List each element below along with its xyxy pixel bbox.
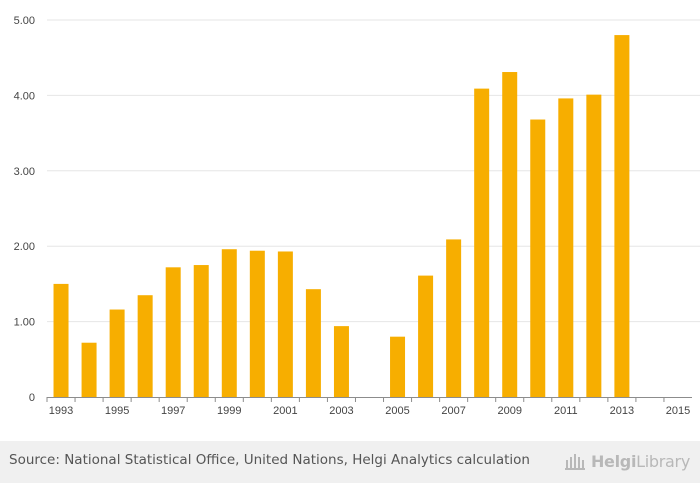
bar-chart: 0 1.00 2.00 3.00 4.00 5.00 1993 1995 1997 1999 200… (14, 15, 700, 417)
y-tick-label: 4.00 (14, 90, 35, 102)
x-tick-label: 2001 (273, 405, 297, 417)
y-tick-label: 5.00 (14, 15, 35, 27)
y-tick-label: 1.00 (14, 317, 35, 329)
source-note: Source: National Statistical Office, Uni… (9, 452, 530, 468)
bar (530, 119, 546, 397)
x-tick-label: 2013 (610, 405, 634, 417)
bar (221, 249, 237, 397)
bar (193, 265, 209, 397)
helgi-library-logo[interactable]: HelgiLibrary (564, 450, 690, 472)
bar (558, 98, 574, 397)
logo-text: HelgiLibrary (590, 451, 690, 471)
x-tick-label: 1997 (161, 405, 185, 417)
y-tick-label: 0 (29, 392, 35, 404)
x-tick-label: 2011 (554, 405, 578, 417)
x-tick-label: 2007 (441, 405, 465, 417)
x-tick-label: 2015 (666, 405, 690, 417)
x-tick-label: 2005 (385, 405, 409, 417)
bar (390, 336, 406, 397)
library-building-icon (564, 454, 585, 470)
x-tick-label: 2009 (497, 405, 521, 417)
bar (586, 94, 602, 398)
bar (333, 326, 349, 397)
bar (502, 72, 518, 397)
bar (109, 309, 125, 397)
bar (446, 239, 462, 397)
bar (614, 35, 630, 397)
x-tick-label: 1993 (49, 405, 73, 417)
bar (418, 275, 434, 397)
bar (277, 251, 293, 397)
x-tick-label: 1999 (217, 405, 241, 417)
bar (305, 289, 321, 397)
bar (81, 342, 97, 397)
bar (165, 267, 181, 397)
y-tick-label: 2.00 (14, 241, 35, 253)
bar (137, 295, 153, 397)
bar (474, 88, 490, 397)
bar (249, 250, 265, 397)
bar (53, 283, 69, 397)
x-tick-label: 2003 (329, 405, 353, 417)
x-tick-label: 1995 (105, 405, 129, 417)
y-tick-label: 3.00 (14, 166, 35, 178)
footer: Source: National Statistical Office, Uni… (0, 441, 700, 483)
